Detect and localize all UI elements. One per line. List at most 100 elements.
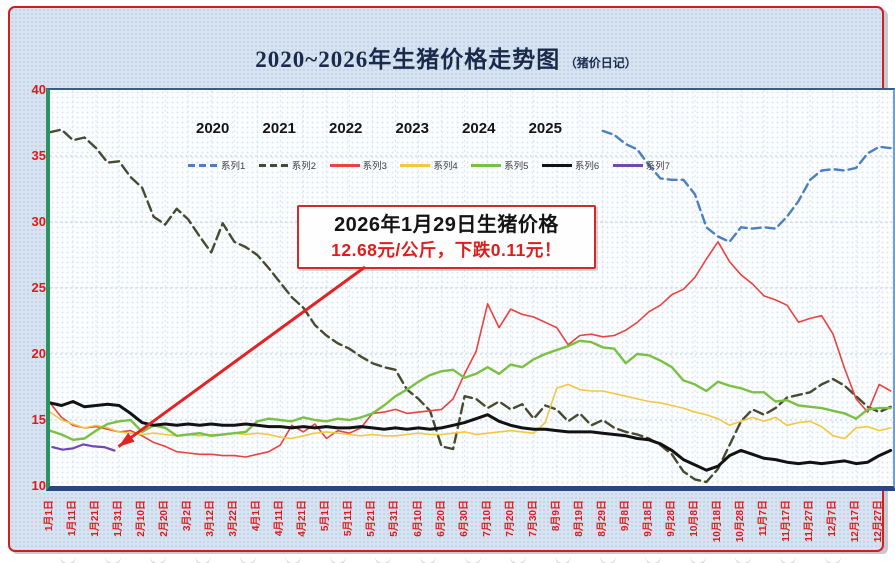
cropped-glyph-mark [420, 556, 436, 563]
x-tick-label: 5月1日 [320, 500, 332, 532]
x-tick-label: 5月11日 [343, 500, 355, 537]
legend-years: 2020 2021 2022 2023 2024 2025 [196, 120, 562, 137]
legend-year-2024: 2024 [462, 120, 496, 137]
series-line-系列3 [50, 241, 892, 458]
cropped-glyph-mark [240, 556, 256, 563]
legend-series: 系列1 系列2 系列3 系列4 系列5 系列6 系列7 [188, 158, 670, 172]
x-tick-label: 10月28日 [734, 500, 746, 543]
x-tick-label: 11月17日 [781, 500, 793, 542]
x-tick-label: 6月20日 [435, 500, 447, 537]
legend-label: 系列3 [362, 161, 387, 172]
legend-item-系列1: 系列1 [188, 158, 245, 172]
cropped-glyph-mark [285, 556, 301, 563]
legend-item-系列6: 系列6 [541, 158, 600, 172]
legend-swatch-icon [612, 163, 643, 167]
cropped-glyph-mark [465, 556, 481, 563]
legend-item-系列2: 系列2 [258, 158, 317, 172]
x-tick-label: 3月12日 [205, 500, 217, 537]
y-tick-label: 25 [31, 280, 46, 295]
legend-label: 系列2 [291, 161, 317, 172]
x-tick-label: 4月1日 [251, 500, 263, 532]
legend-year-2023: 2023 [395, 120, 429, 137]
cropped-glyph-mark [825, 556, 841, 563]
cropped-glyph-mark [555, 556, 571, 563]
cropped-glyph-mark [150, 556, 166, 563]
x-tick-label: 7月30日 [527, 500, 539, 537]
callout-date-line: 2026年1月29日生猪价格 [334, 214, 559, 236]
legend-swatch-icon [541, 163, 572, 167]
legend-label: 系列6 [574, 161, 600, 172]
legend-year-2025: 2025 [528, 120, 562, 137]
price-callout-box: 2026年1月29日生猪价格 12.68元/公斤，下跌0.11元！ [297, 205, 596, 269]
legend-year-2020: 2020 [196, 120, 230, 137]
cropped-glyph-mark [195, 556, 211, 563]
chart-title: 2020~2026年生猪价格走势图 （猪价日记） [10, 40, 882, 74]
legend-swatch-icon [471, 163, 502, 167]
legend-year-2022: 2022 [329, 120, 363, 137]
legend-swatch-icon [258, 163, 289, 167]
x-tick-label: 2月10日 [136, 500, 148, 537]
x-tick-label: 5月21日 [366, 500, 378, 537]
x-tick-label: 12月17日 [850, 500, 862, 543]
x-tick-label: 3月22日 [228, 500, 240, 537]
legend-label: 系列5 [504, 161, 529, 172]
cropped-bottom-marks [0, 554, 895, 563]
series-line-系列1 [601, 129, 892, 244]
legend-swatch-icon [188, 163, 218, 167]
legend-item-系列3: 系列3 [329, 158, 387, 172]
cropped-glyph-mark [510, 556, 526, 563]
legend-item-系列7: 系列7 [612, 158, 670, 172]
x-tick-label: 3月2日 [182, 500, 194, 532]
x-tick-label: 12月7日 [827, 500, 839, 537]
callout-price-line: 12.68元/公斤，下跌0.11元！ [331, 240, 562, 260]
cropped-glyph-mark [735, 556, 751, 563]
legend-swatch-icon [400, 163, 431, 167]
x-tick-label: 9月28日 [665, 500, 677, 537]
cropped-glyph-mark [105, 556, 121, 563]
x-tick-label: 2月20日 [159, 500, 171, 537]
x-tick-label: 1月31日 [113, 500, 125, 537]
cropped-glyph-mark [690, 556, 706, 563]
chart-title-sub: （猪价日记） [564, 56, 637, 70]
cropped-glyph-mark [780, 556, 796, 563]
x-tick-label: 8月9日 [550, 500, 562, 532]
chart-title-main: 2020~2026年生猪价格走势图 [255, 47, 561, 72]
cropped-glyph-mark [375, 556, 391, 563]
y-tick-label: 10 [31, 478, 46, 493]
y-tick-label: 35 [31, 148, 46, 163]
y-tick-label: 15 [31, 412, 46, 427]
legend-swatch-icon [329, 163, 360, 167]
x-tick-label: 7月20日 [504, 500, 516, 537]
x-tick-label: 9月8日 [619, 500, 631, 532]
x-tick-label: 10月8日 [688, 500, 700, 537]
plot-area [46, 88, 895, 491]
x-tick-label: 9月18日 [642, 500, 654, 537]
x-tick-label: 8月29日 [596, 500, 608, 537]
legend-item-系列5: 系列5 [471, 158, 528, 172]
cropped-glyph-mark [645, 556, 661, 563]
legend-year-2021: 2021 [262, 120, 296, 137]
x-tick-label: 1月21日 [90, 500, 102, 537]
x-tick-label: 1月11日 [67, 500, 79, 537]
x-tick-label: 4月11日 [274, 500, 286, 537]
y-tick-label: 20 [31, 346, 46, 361]
legend-label: 系列7 [645, 161, 670, 172]
x-tick-label: 1月1日 [44, 500, 55, 532]
chart-plot-svg [50, 90, 893, 486]
x-tick-label: 11月27日 [804, 500, 816, 542]
series-line-系列2 [50, 128, 892, 484]
x-tick-label: 4月21日 [297, 500, 309, 537]
x-tick-label: 12月27日 [873, 500, 885, 543]
cropped-glyph-mark [600, 556, 616, 563]
cropped-glyph-mark [60, 556, 76, 563]
cropped-glyph-mark [330, 556, 346, 563]
series-line-系列7 [51, 443, 116, 452]
legend-label: 系列4 [433, 161, 458, 172]
chart-card: 2020~2026年生猪价格走势图 （猪价日记） 2020 2021 2022 202… [8, 6, 895, 552]
x-tick-label: 10月18日 [711, 500, 723, 543]
x-tick-label: 6月10日 [412, 500, 424, 537]
x-tick-label: 6月30日 [458, 500, 470, 537]
x-tick-label: 11月7日 [758, 500, 770, 537]
legend-item-系列4: 系列4 [400, 158, 458, 172]
